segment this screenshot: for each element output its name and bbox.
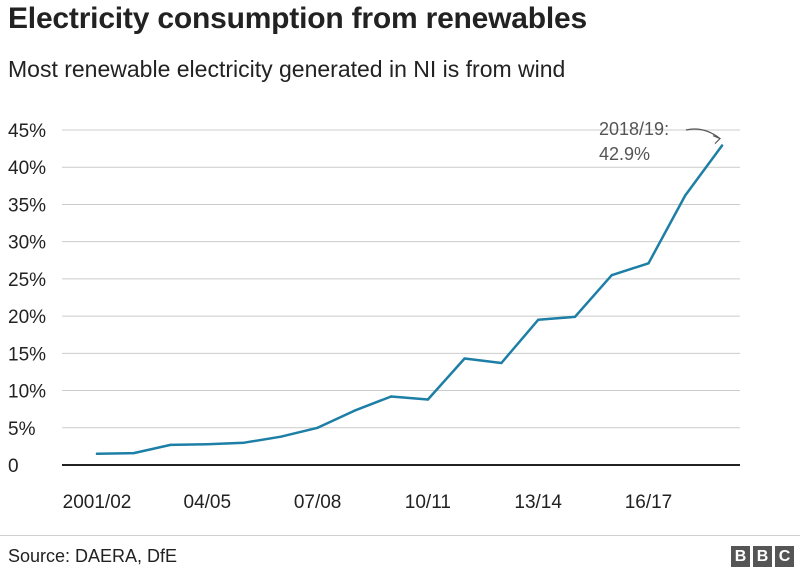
x-tick-label: 13/14 <box>514 492 562 513</box>
x-tick-label: 04/05 <box>184 492 232 513</box>
source-note: Source: DAERA, DfE <box>8 546 178 566</box>
data-point <box>206 442 209 446</box>
logo-letter-b1: B <box>731 546 750 567</box>
y-tick-label: 5% <box>8 419 36 440</box>
data-point <box>242 441 246 444</box>
data-point <box>720 144 724 147</box>
data-point <box>426 398 430 401</box>
x-tick-label: 10/11 <box>405 492 451 513</box>
chart-title: Electricity consumption from renewables <box>8 2 588 35</box>
x-tick-label: 2001/02 <box>63 492 132 513</box>
data-point <box>316 426 319 429</box>
bbc-logo: B B C <box>731 546 794 567</box>
y-tick-label: 0 <box>8 456 19 477</box>
data-point <box>684 194 687 197</box>
logo-letter-c: C <box>775 546 794 567</box>
data-point <box>610 273 613 277</box>
data-point <box>573 315 577 319</box>
x-tick-label: 16/17 <box>625 492 673 513</box>
annotation-arrowhead <box>712 135 722 145</box>
x-tick-label: 07/08 <box>294 492 342 513</box>
data-point <box>500 361 503 365</box>
data-point <box>169 443 172 447</box>
data-point <box>132 451 135 455</box>
data-point <box>389 395 393 398</box>
data-point <box>647 262 650 265</box>
y-tick-label: 20% <box>8 307 46 328</box>
data-point <box>95 452 99 456</box>
annotation-value: 42.9% <box>599 144 650 164</box>
y-tick-label: 40% <box>8 158 46 179</box>
logo-letter-b2: B <box>753 546 772 567</box>
y-tick-label: 10% <box>8 382 46 403</box>
series-line <box>95 144 724 456</box>
data-point <box>536 318 540 322</box>
footer-divider <box>0 535 800 536</box>
y-tick-label: 35% <box>8 195 46 216</box>
annotation-arrow <box>685 128 721 140</box>
y-tick-label: 30% <box>8 233 46 254</box>
y-tick-label: 25% <box>8 270 46 291</box>
y-tick-label: 45% <box>8 121 46 142</box>
data-point <box>353 409 356 412</box>
chart-subtitle: Most renewable electricity generated in … <box>8 56 566 82</box>
annotation-label: 2018/19: <box>599 119 669 139</box>
data-point <box>279 435 283 438</box>
data-point <box>463 357 466 360</box>
y-tick-label: 15% <box>8 344 46 365</box>
